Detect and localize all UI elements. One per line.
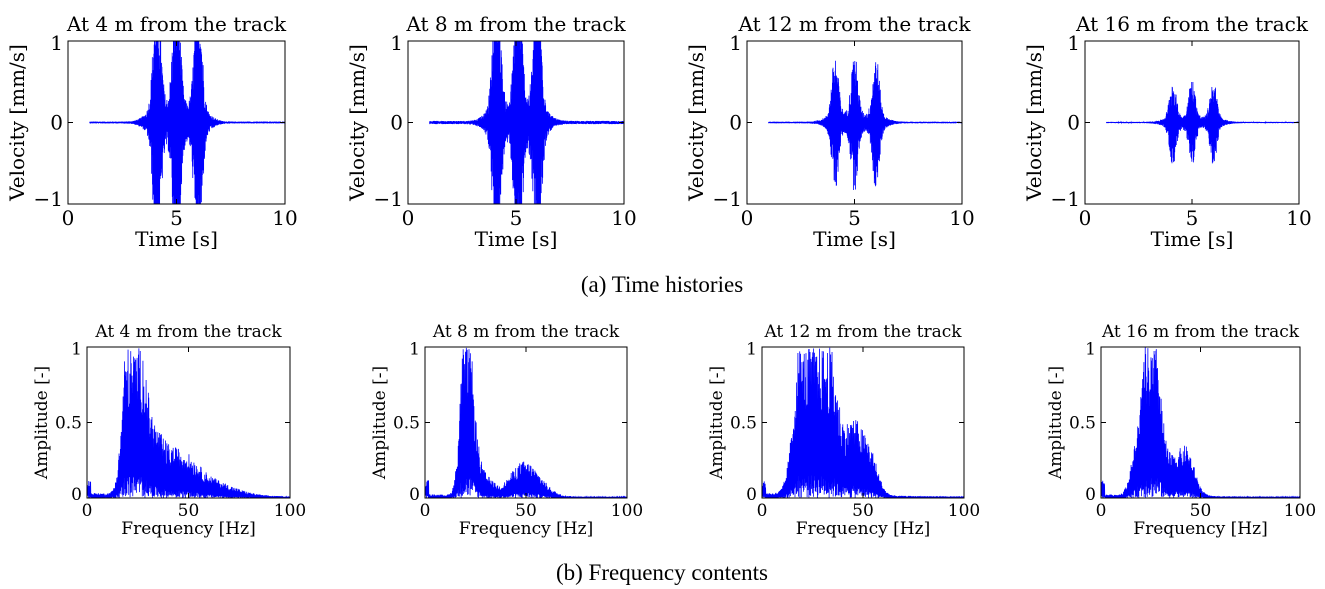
x-axis-label: Frequency [Hz] (1133, 519, 1267, 539)
x-axis-label: Time [s] (813, 227, 896, 251)
x-tick-label: 0 (420, 501, 431, 521)
series-line (1101, 347, 1300, 498)
chart-panel-5: 0 50 100 0 0.5 1 At 8 m from the track Frequenc… (370, 322, 643, 539)
y-tick-label: 1 (1067, 31, 1080, 55)
x-tick-label: 50 (178, 501, 200, 521)
x-tick-label: 0 (1079, 206, 1092, 230)
series-line (429, 41, 624, 204)
caption-time-histories: (a) Time histories (581, 272, 743, 297)
x-axis-label: Time [s] (135, 227, 218, 251)
x-tick-label: 10 (611, 206, 636, 230)
y-axis-label: Amplitude [-] (707, 366, 727, 480)
x-tick-label: 5 (170, 206, 183, 230)
x-tick-label: 0 (757, 501, 768, 521)
x-tick-label: 10 (272, 206, 297, 230)
y-tick-label: 0 (746, 485, 757, 505)
chart-panel-6: 0 50 100 0 0.5 1 At 12 m from the track Frequen… (707, 322, 980, 539)
y-tick-label: −1 (34, 187, 63, 211)
chart-title: At 16 m from the track (1075, 12, 1309, 36)
chart-title: At 12 m from the track (738, 12, 972, 36)
x-tick-label: 0 (62, 206, 75, 230)
y-axis-label: Velocity [mm/s] (345, 44, 369, 202)
y-tick-label: 0 (1067, 111, 1080, 135)
series-line (425, 347, 627, 498)
y-tick-label: 0 (1085, 485, 1096, 505)
chart-title: At 4 m from the track (66, 12, 287, 36)
x-tick-label: 50 (515, 501, 537, 521)
x-tick-label: 10 (1286, 206, 1311, 230)
x-tick-label: 100 (611, 501, 643, 521)
x-tick-label: 50 (1190, 501, 1212, 521)
x-tick-label: 5 (510, 206, 523, 230)
y-tick-label: −1 (374, 187, 403, 211)
y-tick-label: −1 (1051, 187, 1080, 211)
y-tick-label: 1 (1085, 340, 1096, 360)
chart-title: At 12 m from the track (763, 322, 962, 342)
y-tick-label: 0 (409, 485, 420, 505)
series-line (768, 60, 962, 190)
x-tick-label: 50 (852, 501, 874, 521)
caption-frequency-contents: (b) Frequency contents (556, 560, 768, 585)
y-tick-label: 1 (71, 340, 82, 360)
x-tick-label: 100 (948, 501, 980, 521)
y-tick-label: 0 (729, 111, 742, 135)
x-tick-label: 0 (1096, 501, 1107, 521)
y-tick-label: 1 (390, 31, 403, 55)
y-tick-label: 0.5 (55, 413, 82, 433)
y-tick-label: 0 (71, 485, 82, 505)
series-line (1106, 82, 1299, 164)
y-tick-label: 1 (409, 340, 420, 360)
y-axis-label: Velocity [mm/s] (5, 44, 29, 202)
y-tick-label: −1 (713, 187, 742, 211)
x-axis-label: Frequency [Hz] (459, 519, 593, 539)
y-tick-label: 0.5 (730, 413, 757, 433)
y-tick-label: 1 (50, 31, 63, 55)
x-axis-label: Frequency [Hz] (121, 519, 255, 539)
y-axis-label: Velocity [mm/s] (1022, 44, 1046, 202)
x-tick-label: 0 (402, 206, 415, 230)
chart-title: At 16 m from the track (1101, 322, 1300, 342)
chart-title: At 8 m from the track (432, 322, 620, 342)
chart-title: At 4 m from the track (94, 322, 282, 342)
x-tick-label: 0 (741, 206, 754, 230)
x-axis-label: Time [s] (1151, 227, 1234, 251)
x-tick-label: 5 (848, 206, 861, 230)
y-tick-label: 0.5 (393, 413, 420, 433)
y-axis-label: Amplitude [-] (370, 366, 390, 480)
x-axis-label: Time [s] (475, 227, 558, 251)
x-tick-label: 0 (82, 501, 93, 521)
x-tick-label: 100 (1284, 501, 1316, 521)
y-tick-label: 0.5 (1069, 413, 1096, 433)
chart-panel-7: 0 50 100 0 0.5 1At 16 m from the track Frequen… (1046, 322, 1316, 539)
chart-panel-4: 0 50 100 0 0.5 1 At 4 m from the track Frequenc… (32, 322, 306, 539)
chart-title: At 8 m from the track (405, 12, 626, 36)
x-axis-label: Frequency [Hz] (796, 519, 930, 539)
y-tick-label: 0 (390, 111, 403, 135)
y-tick-label: 0 (50, 111, 63, 135)
y-axis-label: Amplitude [-] (1046, 366, 1066, 480)
x-tick-label: 5 (1186, 206, 1199, 230)
y-axis-label: Amplitude [-] (32, 366, 52, 480)
series-line (89, 41, 285, 204)
x-tick-label: 100 (274, 501, 306, 521)
series-line (87, 348, 290, 498)
series-line (762, 347, 964, 498)
y-tick-label: 1 (746, 340, 757, 360)
x-tick-label: 10 (949, 206, 974, 230)
y-axis-label: Velocity [mm/s] (684, 44, 708, 202)
y-tick-label: 1 (729, 31, 742, 55)
